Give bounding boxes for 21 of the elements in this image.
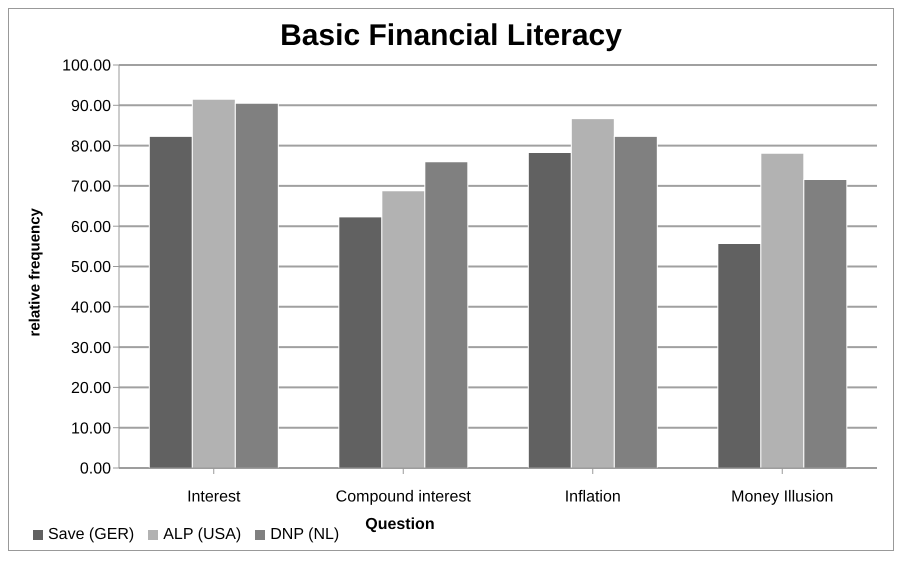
x-tick-label: Compound interest [336,488,472,506]
y-tick-label: 20.00 [70,380,112,398]
chart-title: Basic Financial Literacy [279,19,623,54]
legend-label: ALP (USA) [162,526,242,544]
y-tick-label: 0.00 [80,460,112,478]
x-tick-label: Inflation [564,488,621,506]
y-tick-label: 50.00 [70,259,112,276]
y-tick-label: 90.00 [70,98,112,115]
x-tick-label: Interest [187,488,241,506]
legend-label: Save (GER) [47,526,134,544]
x-axis-title: Question [365,516,435,534]
y-tick-label: 100.00 [62,58,112,75]
legend-label: DNP (NL) [269,526,340,544]
y-tick-label: 60.00 [70,218,112,236]
x-tick-label: Money Illusion [731,488,834,506]
y-tick-label: 40.00 [70,299,112,316]
y-tick-label: 70.00 [70,178,112,196]
y-tick-label: 30.00 [70,340,112,357]
y-tick-label: 80.00 [70,138,112,156]
y-axis-title: relative frequency [26,207,44,336]
y-tick-label: 10.00 [70,420,112,438]
